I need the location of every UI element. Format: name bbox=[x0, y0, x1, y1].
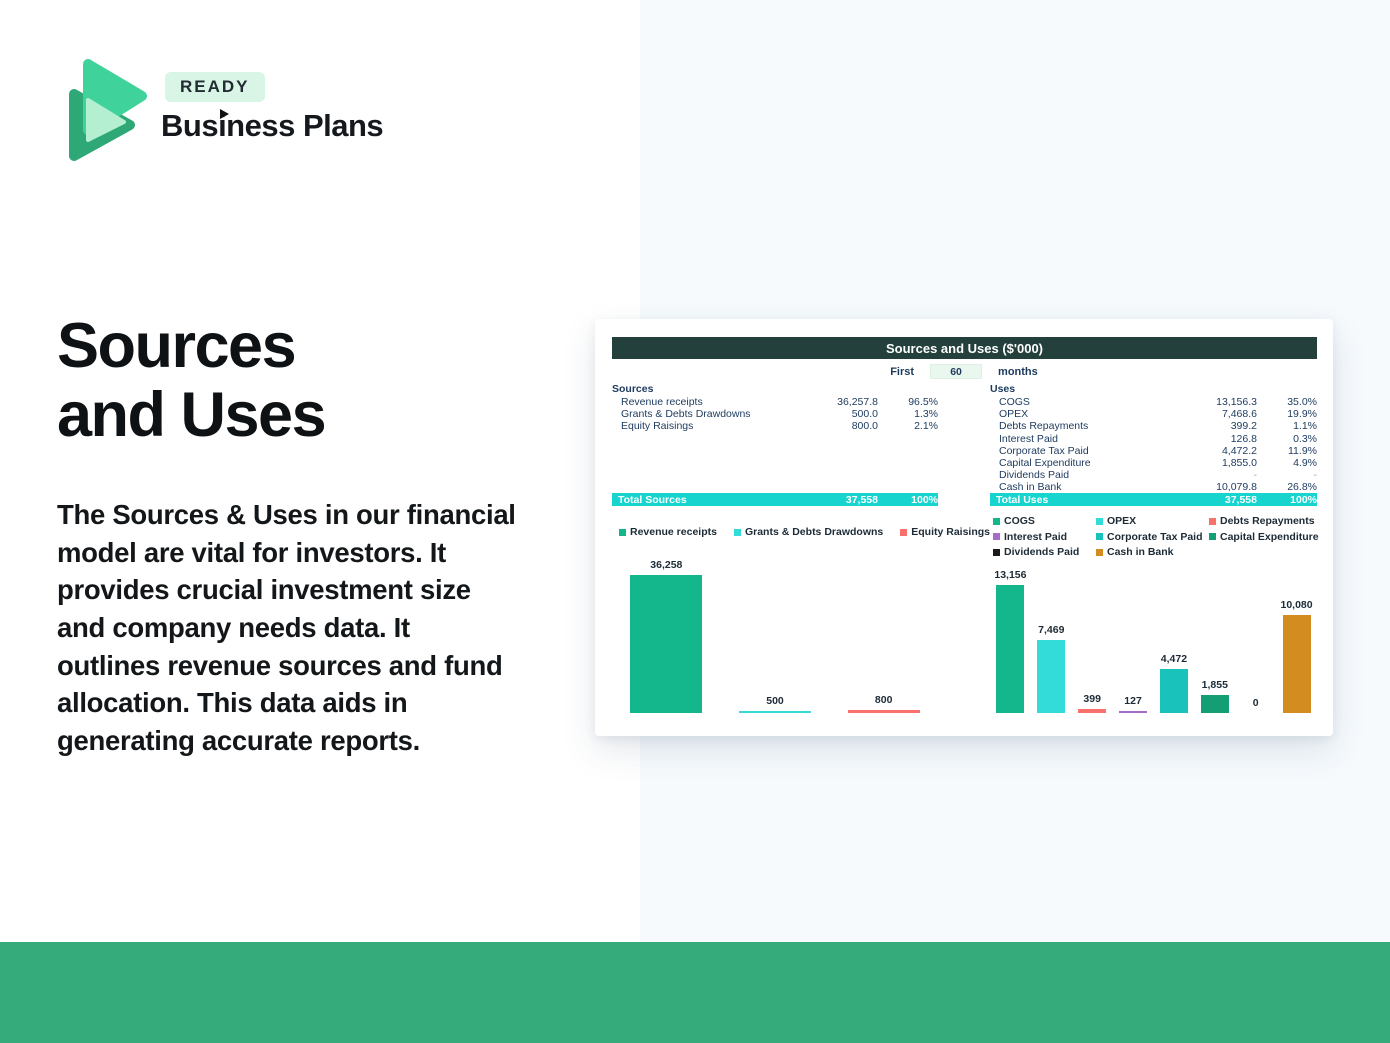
sources-table: Sources Revenue receipts 36,257.8 96.5% Gra… bbox=[612, 383, 938, 433]
sources-table-title: Sources bbox=[612, 383, 654, 395]
page-title: Sources and Uses bbox=[57, 311, 327, 450]
table-row: Revenue receipts 36,257.8 96.5% bbox=[621, 396, 938, 408]
uses-table-rows: COGS 13,156.3 35.0% OPEX 7,468.6 19.9% Debts R… bbox=[990, 396, 1317, 494]
total-sources-pct: 100% bbox=[911, 493, 938, 506]
card-title-bar: Sources and Uses ($'000) bbox=[612, 337, 1317, 359]
total-sources-label: Total Sources bbox=[618, 493, 687, 506]
legend-item: Dividends Paid bbox=[993, 546, 1096, 558]
total-uses-pct: 100% bbox=[1290, 493, 1317, 506]
bar bbox=[1200, 695, 1229, 713]
ready-badge: READY bbox=[165, 72, 265, 102]
legend-swatch-icon bbox=[993, 517, 1000, 525]
table-row: OPEX 7,468.6 19.9% bbox=[999, 408, 1317, 421]
bar bbox=[630, 575, 703, 713]
table-row: Grants & Debts Drawdowns 500.0 1.3% bbox=[621, 408, 938, 421]
bar-cash-in-bank: 10,080 bbox=[1276, 559, 1317, 713]
bar bbox=[1037, 640, 1066, 713]
bar bbox=[1119, 711, 1148, 713]
legend-item: Revenue receipts bbox=[619, 526, 717, 538]
bar-equity-raisings: 800 bbox=[829, 559, 938, 713]
brand-name: Business Plans bbox=[161, 108, 384, 143]
legend-swatch-icon bbox=[1209, 533, 1216, 540]
period-months-input[interactable]: 60 bbox=[930, 364, 983, 379]
bar-grants-debts-drawdowns: 500 bbox=[721, 559, 830, 713]
legend-swatch-icon bbox=[619, 528, 626, 536]
bar-value-label: 0 bbox=[1252, 697, 1259, 709]
bar bbox=[739, 711, 811, 713]
bar-value-label: 1,855 bbox=[1201, 679, 1228, 691]
bar-value-label: 4,472 bbox=[1160, 653, 1188, 665]
legend-item: Corporate Tax Paid bbox=[1096, 531, 1209, 543]
play-logo-icon bbox=[69, 59, 147, 161]
table-row: Dividends Paid - - bbox=[999, 469, 1317, 482]
legend-item: Cash in Bank bbox=[1096, 546, 1209, 558]
legend-swatch-icon bbox=[900, 528, 908, 536]
bar-debts-repayments: 399 bbox=[1072, 559, 1113, 713]
period-control: First 60 months bbox=[595, 364, 1333, 379]
sources-uses-card: Sources and Uses ($'000) First 60 months… bbox=[595, 319, 1333, 736]
sources-table-rows: Revenue receipts 36,257.8 96.5% Grants & De… bbox=[612, 396, 938, 433]
uses-bar-chart: 13,156 7,469 399 127 4,472 1,855 0 10,080 bbox=[990, 559, 1317, 713]
total-uses-row: Total Uses 37,558 100% bbox=[990, 493, 1317, 506]
sources-chart-legend: Revenue receipts Grants & Debts Drawdowns… bbox=[619, 526, 990, 538]
legend-swatch-icon bbox=[1096, 548, 1103, 556]
bar bbox=[1159, 669, 1188, 713]
legend-swatch-icon bbox=[1096, 517, 1103, 525]
bar-value-label: 500 bbox=[766, 695, 784, 707]
bar bbox=[996, 585, 1025, 713]
bar-interest-paid: 127 bbox=[1113, 559, 1154, 713]
table-row: Debts Repayments 399.2 1.1% bbox=[999, 420, 1317, 433]
bar-capital-expenditure: 1,855 bbox=[1194, 559, 1235, 713]
legend-swatch-icon bbox=[993, 533, 1000, 540]
total-sources-row: Total Sources 37,558 100% bbox=[612, 493, 938, 506]
bar-dividends-paid: 0 bbox=[1235, 559, 1276, 713]
bar-value-label: 800 bbox=[874, 694, 893, 706]
table-row: Interest Paid 126.8 0.3% bbox=[999, 432, 1317, 445]
bar-cogs: 13,156 bbox=[990, 559, 1031, 713]
bar-revenue-receipts: 36,258 bbox=[612, 559, 721, 713]
legend-swatch-icon bbox=[993, 548, 1000, 556]
table-row: Cash in Bank 10,079.8 26.8% bbox=[999, 481, 1317, 494]
bar-opex: 7,469 bbox=[1031, 559, 1072, 713]
legend-item: OPEX bbox=[1096, 515, 1209, 527]
bar-corporate-tax-paid: 4,472 bbox=[1154, 559, 1195, 713]
sources-bar-chart: 36,258 500 800 bbox=[612, 559, 938, 713]
bar-value-label: 7,469 bbox=[1038, 624, 1065, 636]
total-sources-value: 37,558 bbox=[845, 493, 878, 506]
total-uses-value: 37,558 bbox=[1224, 493, 1257, 506]
bar-value-label: 399 bbox=[1083, 693, 1101, 705]
table-row: Equity Raisings 800.0 2.1% bbox=[621, 420, 938, 433]
page-description: The Sources & Uses in our financial mode… bbox=[57, 499, 516, 757]
bar bbox=[847, 710, 920, 713]
legend-swatch-icon bbox=[1096, 533, 1103, 540]
brand-i-triangle-icon bbox=[220, 109, 229, 119]
bottom-green-band bbox=[0, 942, 1390, 1043]
period-suffix-label: months bbox=[998, 365, 1038, 378]
uses-table-title: Uses bbox=[990, 383, 1016, 395]
period-prefix-label: First bbox=[890, 365, 915, 378]
bar bbox=[1282, 615, 1311, 713]
legend-swatch-icon bbox=[733, 528, 741, 536]
total-uses-label: Total Uses bbox=[996, 493, 1049, 506]
table-row: Corporate Tax Paid 4,472.2 11.9% bbox=[999, 444, 1317, 457]
legend-item: Debts Repayments bbox=[1209, 515, 1321, 527]
legend-item: COGS bbox=[993, 515, 1096, 527]
bar-value-label: 13,156 bbox=[994, 569, 1027, 581]
bar-value-label: 36,258 bbox=[650, 559, 683, 571]
table-row: COGS 13,156.3 35.0% bbox=[999, 396, 1317, 408]
table-row: Capital Expenditure 1,855.0 4.9% bbox=[999, 456, 1317, 469]
uses-chart-legend: COGS OPEX Debts Repayments Interest Paid Cor… bbox=[993, 515, 1321, 558]
legend-item: Capital Expenditure bbox=[1209, 531, 1321, 543]
legend-item: Grants & Debts Drawdowns bbox=[733, 526, 883, 538]
legend-item: Equity Raisings bbox=[900, 526, 990, 538]
bar-value-label: 10,080 bbox=[1280, 599, 1313, 611]
bar bbox=[1078, 709, 1107, 713]
brand-header: READY Business Plans bbox=[58, 52, 438, 167]
legend-item: Interest Paid bbox=[993, 531, 1096, 543]
legend-swatch-icon bbox=[1209, 517, 1216, 525]
uses-table: Uses COGS 13,156.3 35.0% OPEX 7,468.6 19.9% De… bbox=[990, 383, 1317, 494]
bar-value-label: 127 bbox=[1124, 695, 1142, 707]
